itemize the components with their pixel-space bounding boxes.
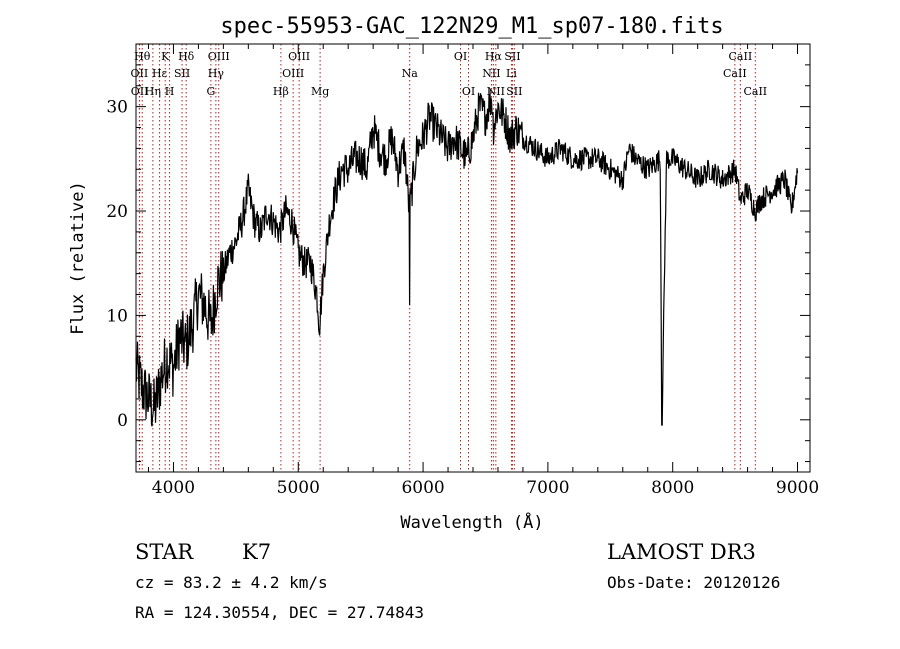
marker-label: K [161, 50, 170, 63]
object-class: STAR [135, 540, 194, 564]
marker-label: OII [131, 85, 149, 98]
line-marker-labels: HθOIIOIIHηHεKHSIIHδGHγOIIIHβOIIIOIIIMgNa… [131, 50, 768, 98]
marker-label: Hθ [134, 50, 151, 63]
marker-label: Hη [145, 85, 161, 98]
spectrum-plot: spec-55953-GAC_122N29_M1_sp07-180.fits H… [68, 14, 819, 533]
marker-label: Hβ [273, 85, 289, 98]
marker-label: CaII [729, 50, 753, 63]
marker-label: OI [454, 50, 467, 63]
observation-date: Obs-Date: 20120126 [607, 573, 781, 592]
x-tick-label: 6000 [401, 478, 444, 498]
y-tick-label: 20 [106, 202, 128, 222]
marker-label: SII [174, 67, 190, 80]
marker-label: OIII [288, 50, 310, 63]
spectrum-line [135, 89, 799, 427]
axis-ticks: 4000 5000 6000 7000 8000 9000 0 10 20 30 [106, 44, 819, 498]
survey-name: LAMOST DR3 [607, 540, 756, 564]
marker-label: Hε [152, 67, 168, 80]
marker-label: OIII [208, 50, 230, 63]
marker-label: Hδ [178, 50, 195, 63]
y-tick-label: 10 [106, 306, 128, 326]
line-markers [138, 44, 756, 472]
marker-label: OIII [282, 67, 304, 80]
marker-label: SII [506, 85, 522, 98]
marker-label: NII [487, 85, 505, 98]
marker-label: Na [402, 67, 419, 80]
marker-label: Hγ [208, 67, 225, 80]
marker-label: Hα [485, 50, 503, 63]
redshift-velocity: cz = 83.2 ± 4.2 km/s [135, 573, 328, 592]
x-tick-label: 8000 [651, 478, 694, 498]
y-tick-label: 0 [117, 411, 128, 431]
object-subclass: K7 [242, 540, 272, 564]
coordinates: RA = 124.30554, DEC = 27.74843 [135, 603, 424, 622]
chart-title: spec-55953-GAC_122N29_M1_sp07-180.fits [220, 14, 723, 39]
x-tick-label: 5000 [277, 478, 320, 498]
marker-label: Li [506, 67, 517, 80]
marker-label: CaII [723, 67, 747, 80]
x-tick-label: 9000 [776, 478, 819, 498]
marker-label: SII [504, 50, 520, 63]
marker-label: Mg [311, 85, 329, 98]
y-axis-label: Flux (relative) [68, 181, 88, 335]
marker-label: NII [482, 67, 500, 80]
x-tick-label: 4000 [152, 478, 195, 498]
y-tick-label: 30 [106, 98, 128, 118]
marker-label: CaII [743, 85, 767, 98]
x-tick-label: 7000 [526, 478, 569, 498]
marker-label: OI [462, 85, 475, 98]
plot-frame [135, 43, 811, 473]
marker-label: OII [131, 67, 149, 80]
marker-label: G [206, 85, 215, 98]
x-axis-label: Wavelength (Å) [400, 511, 543, 533]
marker-label: H [165, 85, 175, 98]
